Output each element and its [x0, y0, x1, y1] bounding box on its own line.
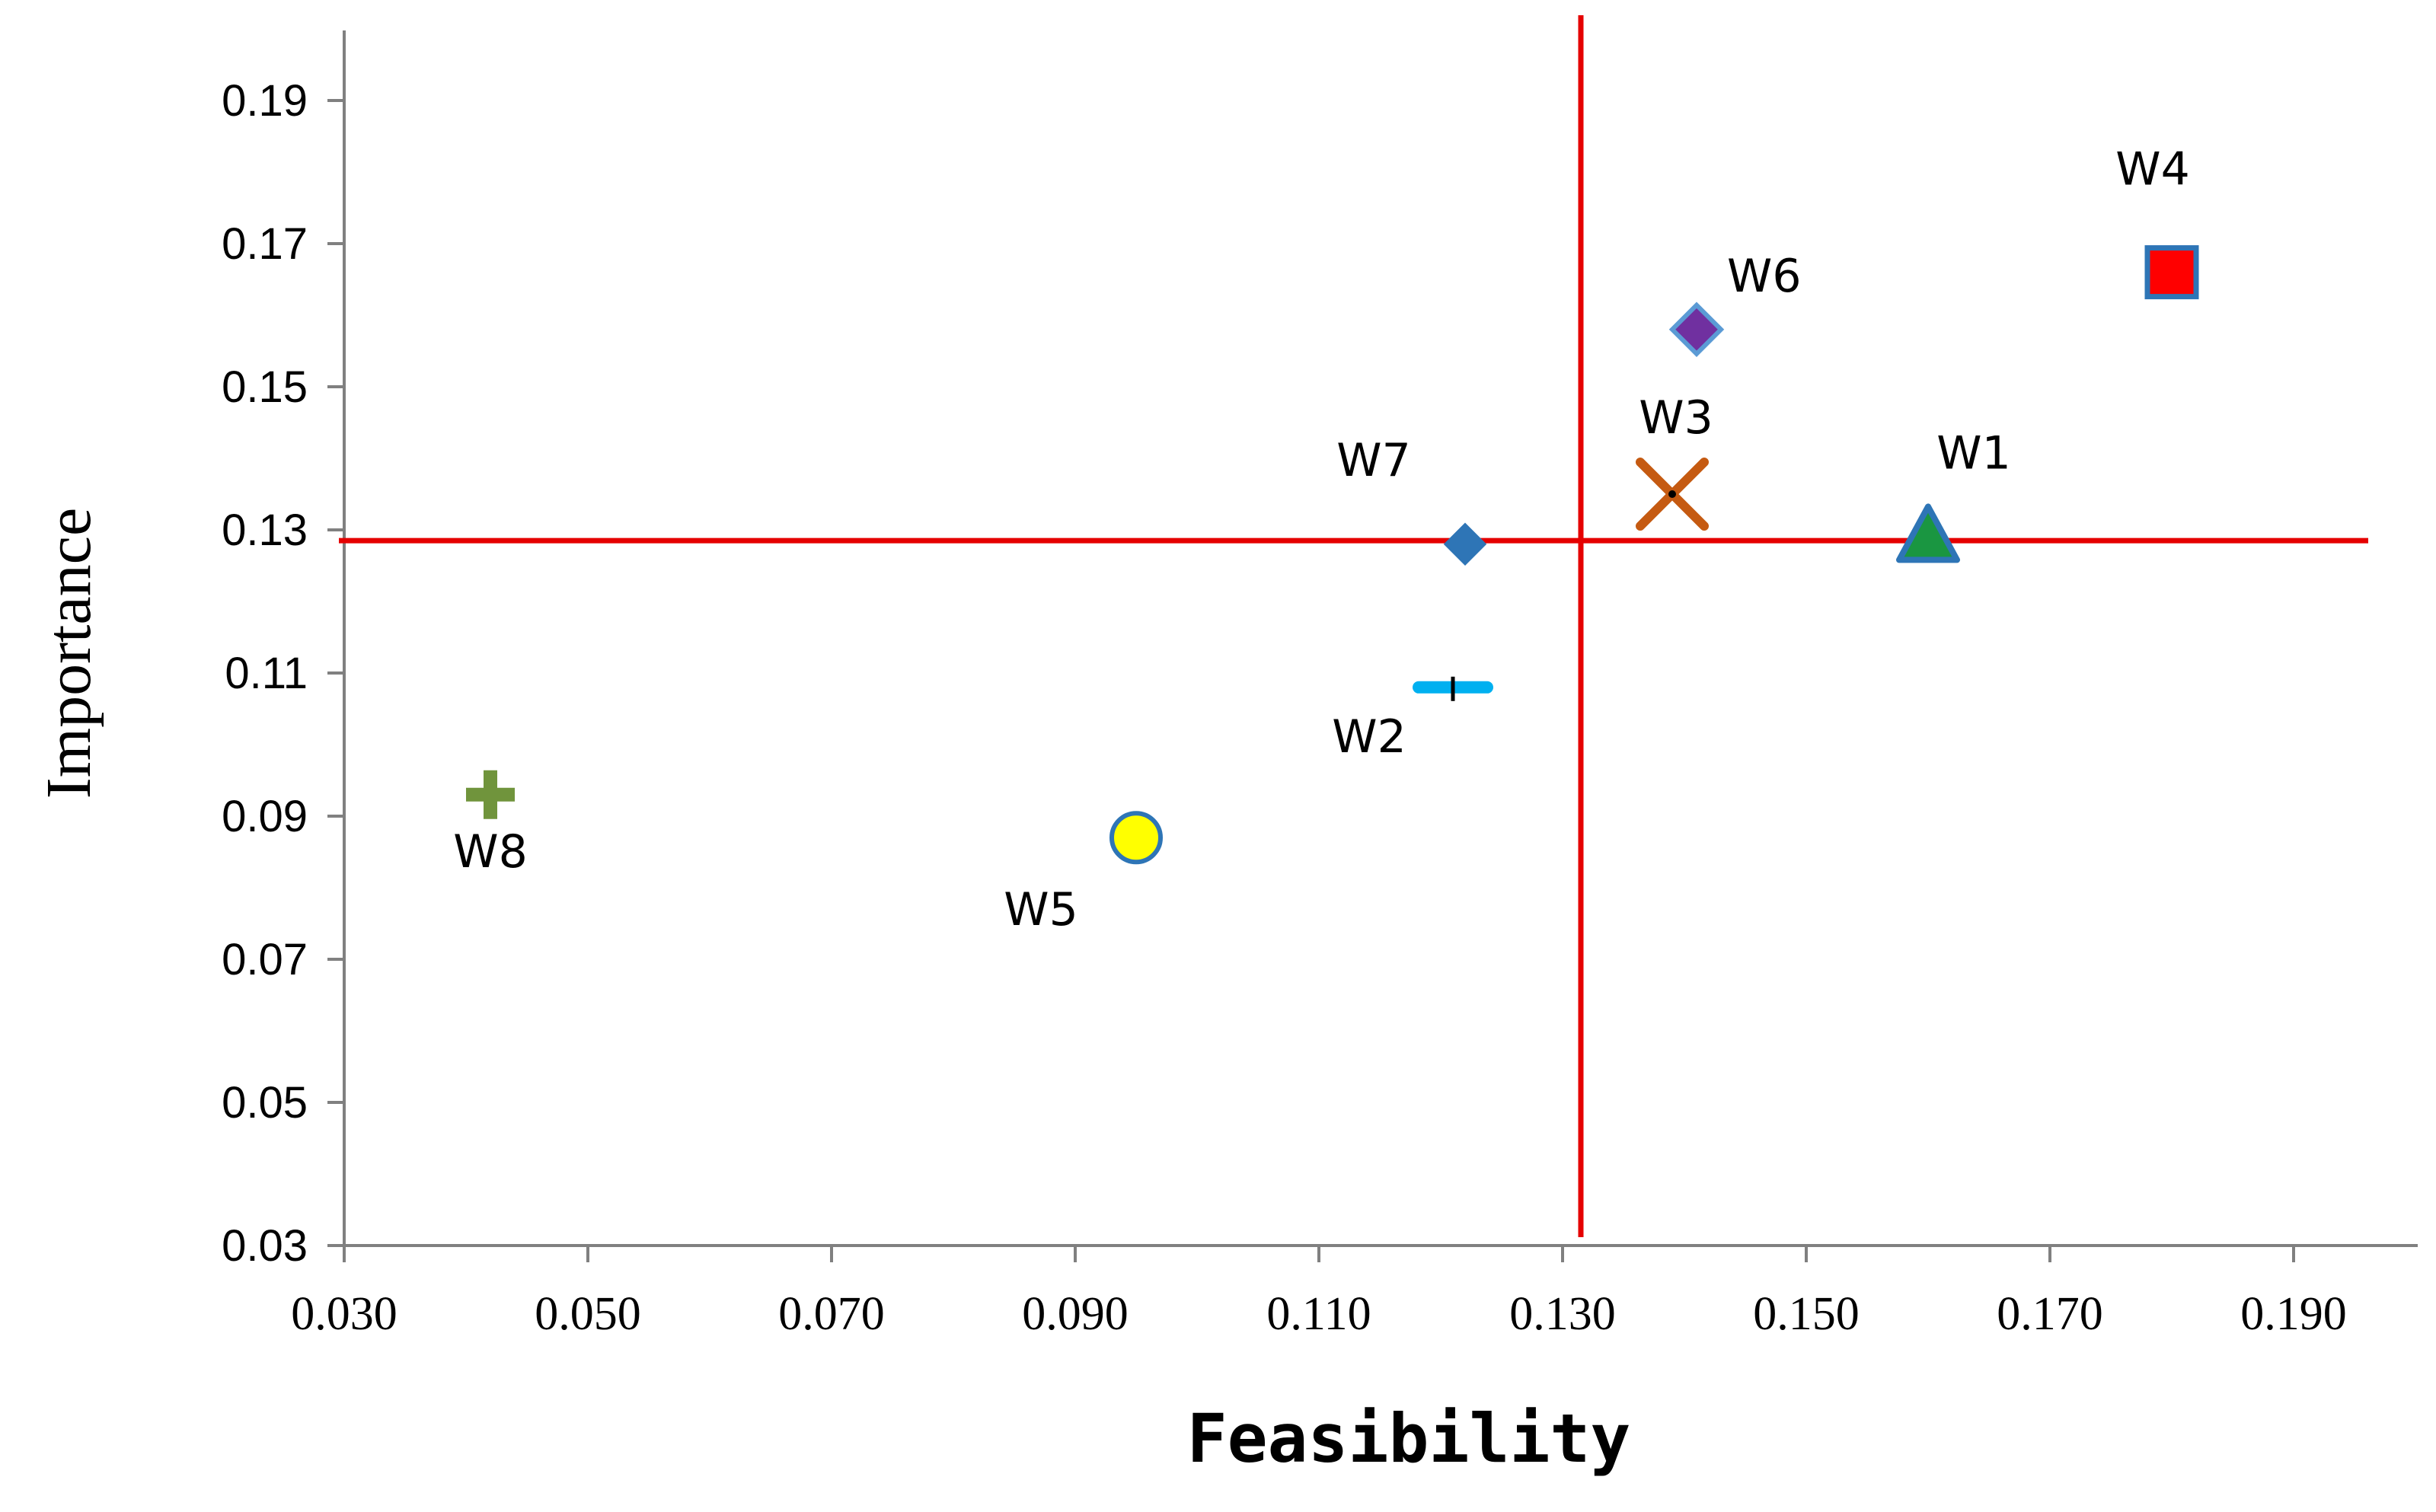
point-label-w1: W1	[1936, 426, 2011, 480]
marker-w4	[2144, 245, 2199, 300]
x-tick-label: 0.110	[1266, 1288, 1371, 1340]
y-tick-label: 0.13	[222, 506, 308, 555]
x-axis-ticks: 0.030 0.050 0.070 0.090 0.110 0.130 0.150 0.170…	[291, 1246, 2347, 1340]
x-axis-label: Feasibility	[1187, 1399, 1631, 1478]
y-tick-label: 0.17	[222, 219, 308, 269]
marker-w1	[1896, 503, 1960, 563]
point-label-w5: W5	[1004, 883, 1078, 936]
y-tick-label: 0.19	[222, 76, 308, 126]
x-tick-label: 0.190	[2240, 1288, 2347, 1340]
x-tick-label: 0.090	[1022, 1288, 1129, 1340]
point-label-w8: W8	[453, 825, 528, 879]
x-tick-label: 0.070	[778, 1288, 885, 1340]
x-tick-label: 0.150	[1753, 1288, 1860, 1340]
y-tick-label: 0.09	[222, 792, 308, 841]
y-axis-label: Importance	[34, 508, 104, 799]
marker-w5	[1109, 811, 1163, 865]
point-label-w2: W2	[1332, 710, 1406, 764]
y-tick-label: 0.07	[222, 935, 308, 984]
y-tick-label: 0.11	[225, 649, 308, 698]
marker-w6	[1668, 301, 1725, 358]
point-labels: W1 W2 W3 W4 W5 W6 W7 W8	[453, 143, 2190, 937]
reference-lines	[339, 15, 2368, 1237]
y-tick-label: 0.15	[222, 362, 308, 412]
point-label-w3: W3	[1639, 391, 1713, 445]
marker-w3-center	[1668, 490, 1676, 498]
x-tick-label: 0.050	[535, 1288, 641, 1340]
point-label-w7: W7	[1336, 434, 1411, 487]
x-tick-label: 0.130	[1509, 1288, 1616, 1340]
x-tick-label: 0.030	[291, 1288, 397, 1340]
point-label-w6: W6	[1727, 250, 1802, 303]
y-axis-ticks: 0.03 0.05 0.07 0.09 0.11 0.13 0.15 0.17 0.19	[222, 76, 344, 1271]
y-tick-label: 0.03	[222, 1221, 308, 1271]
marker-w7	[1443, 522, 1487, 566]
y-tick-label: 0.05	[222, 1078, 308, 1128]
marker-w8	[466, 770, 515, 819]
data-points	[466, 245, 2199, 865]
point-label-w4: W4	[2115, 143, 2190, 196]
chart-axes	[343, 30, 2418, 1247]
x-tick-label: 0.170	[1997, 1288, 2103, 1340]
